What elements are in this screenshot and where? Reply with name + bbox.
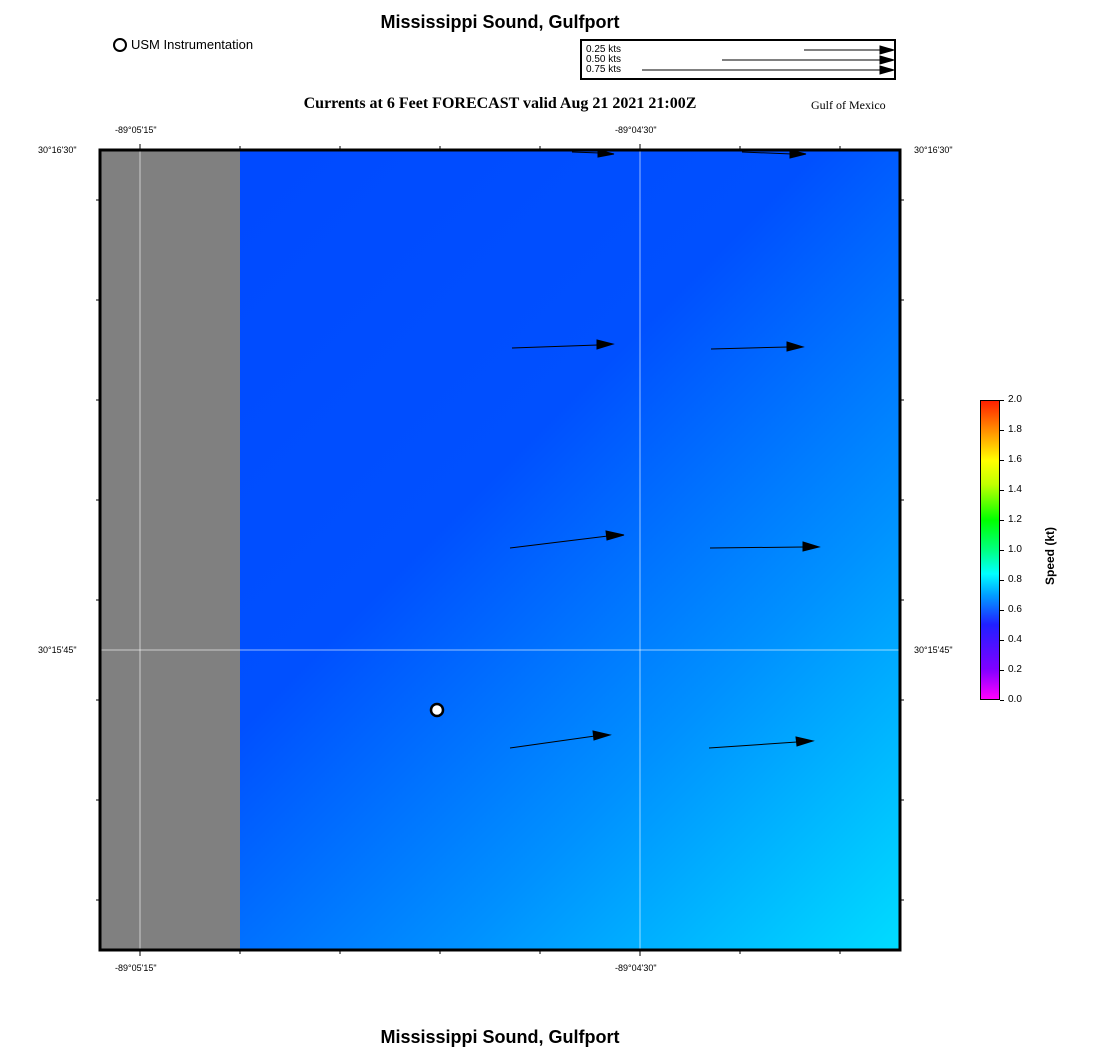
scale-arrowhead-075 bbox=[879, 65, 894, 75]
station-legend-label: USM Instrumentation bbox=[131, 37, 254, 52]
colorbar-tick-label: 1.2 bbox=[1008, 514, 1022, 525]
colorbar-tick-mark bbox=[1000, 430, 1004, 431]
current-vector bbox=[511, 339, 615, 350]
current-vector bbox=[571, 149, 615, 158]
usm-station-marker bbox=[429, 702, 445, 718]
grid-lines bbox=[100, 150, 900, 950]
current-vector bbox=[509, 530, 625, 549]
colorbar-tick-mark bbox=[1000, 520, 1004, 521]
colorbar-tick-mark bbox=[1000, 640, 1004, 641]
scale-label-025: 0.25 kts bbox=[586, 44, 622, 55]
current-vector bbox=[709, 541, 821, 552]
colorbar-tick-mark bbox=[1000, 610, 1004, 611]
scale-label-075: 0.75 kts bbox=[586, 64, 622, 75]
current-vector bbox=[741, 149, 807, 159]
lon-label-top-2: -89°04'30" bbox=[615, 125, 657, 135]
current-vector bbox=[710, 341, 805, 352]
colorbar-tick-label: 0.6 bbox=[1008, 604, 1022, 615]
land-area bbox=[100, 150, 240, 950]
scale-arrowhead-025 bbox=[879, 45, 894, 55]
current-vectors bbox=[509, 149, 821, 749]
colorbar-title: Speed (kt) bbox=[1043, 526, 1057, 585]
circle-icon bbox=[113, 37, 127, 52]
colorbar-tick-label: 0.4 bbox=[1008, 634, 1022, 645]
colorbar-tick-mark bbox=[1000, 490, 1004, 491]
colorbar-tick-mark bbox=[1000, 550, 1004, 551]
colorbar-tick-label: 0.2 bbox=[1008, 664, 1022, 675]
lat-label-left-1: 30°16'30" bbox=[38, 145, 77, 155]
vector-scale-box: 0.25 kts 0.50 kts 0.75 kts bbox=[580, 39, 896, 80]
colorbar-tick-mark bbox=[1000, 460, 1004, 461]
region-label: Gulf of Mexico bbox=[811, 98, 886, 112]
colorbar-tick-label: 1.6 bbox=[1008, 454, 1022, 465]
map-subtitle: Currents at 6 Feet FORECAST valid Aug 21… bbox=[303, 95, 697, 112]
scale-label-050: 0.50 kts bbox=[586, 54, 622, 65]
scale-arrows bbox=[642, 45, 894, 75]
lon-label-bottom-2: -89°04'30" bbox=[615, 963, 657, 973]
colorbar-tick-label: 1.4 bbox=[1008, 484, 1022, 495]
colorbar-ticks: 2.0 1.8 1.6 1.4 1.2 1.0 0.8 0.6 0.4 0.2 0.0 bbox=[1000, 394, 1040, 705]
lat-label-right-2: 30°15'45" bbox=[914, 645, 953, 655]
colorbar-tick-label: 1.0 bbox=[1008, 544, 1022, 555]
colorbar-tick-label: 0.8 bbox=[1008, 574, 1022, 585]
current-vector bbox=[708, 736, 815, 749]
lat-label-left-2: 30°15'45" bbox=[38, 645, 77, 655]
footer-title: Mississippi Sound, Gulfport bbox=[380, 1027, 620, 1047]
speed-colorbar bbox=[980, 400, 1000, 700]
colorbar-tick-mark bbox=[1000, 670, 1004, 671]
colorbar-tick-mark bbox=[1000, 400, 1004, 401]
lat-label-right-1: 30°16'30" bbox=[914, 145, 953, 155]
lon-label-top-1: -89°05'15" bbox=[115, 125, 157, 135]
colorbar-tick-label: 2.0 bbox=[1008, 394, 1022, 405]
colorbar-tick-label: 0.0 bbox=[1008, 694, 1022, 705]
colorbar-tick-mark bbox=[1000, 700, 1004, 701]
map-title: Mississippi Sound, Gulfport bbox=[380, 12, 620, 32]
map-frame bbox=[98, 148, 902, 952]
colorbar-tick-mark bbox=[1000, 580, 1004, 581]
station-legend: USM Instrumentation bbox=[113, 37, 253, 52]
lon-label-bottom-1: -89°05'15" bbox=[115, 963, 157, 973]
colorbar-tick-label: 1.8 bbox=[1008, 424, 1022, 435]
scale-arrowhead-050 bbox=[879, 55, 894, 65]
current-vector bbox=[509, 730, 612, 749]
map-canvas bbox=[96, 144, 904, 956]
